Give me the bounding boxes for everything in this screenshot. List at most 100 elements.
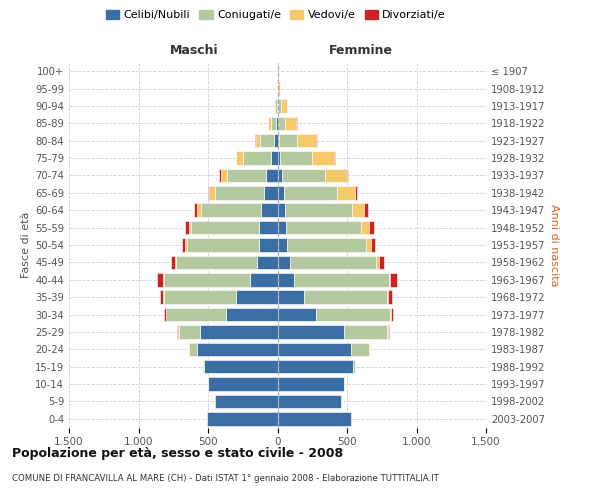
Bar bbox=[371, 238, 376, 252]
Bar bbox=[277, 412, 351, 426]
Bar bbox=[277, 378, 344, 391]
Bar bbox=[157, 273, 163, 286]
Bar bbox=[278, 82, 280, 96]
Bar bbox=[277, 290, 304, 304]
Bar bbox=[277, 325, 344, 338]
Bar bbox=[388, 325, 389, 338]
Bar bbox=[201, 204, 261, 217]
Bar bbox=[277, 99, 278, 112]
Bar bbox=[337, 186, 355, 200]
Bar bbox=[290, 256, 376, 269]
Bar bbox=[278, 116, 285, 130]
Bar bbox=[364, 204, 368, 217]
Bar bbox=[312, 152, 334, 165]
Bar bbox=[277, 342, 351, 356]
Bar bbox=[376, 256, 379, 269]
Bar bbox=[268, 116, 271, 130]
Bar bbox=[208, 186, 209, 200]
Bar bbox=[285, 116, 296, 130]
Text: Femmine: Femmine bbox=[329, 44, 393, 58]
Bar bbox=[285, 204, 352, 217]
Bar bbox=[369, 221, 374, 234]
Bar bbox=[255, 134, 256, 147]
Bar bbox=[316, 308, 390, 322]
Bar bbox=[277, 273, 294, 286]
Bar bbox=[166, 308, 226, 322]
Bar bbox=[274, 134, 277, 147]
Bar bbox=[219, 168, 221, 182]
Bar bbox=[236, 290, 277, 304]
Bar bbox=[208, 378, 277, 391]
Bar bbox=[182, 238, 185, 252]
Bar bbox=[175, 256, 176, 269]
Bar bbox=[160, 290, 163, 304]
Bar bbox=[261, 204, 277, 217]
Bar bbox=[215, 186, 263, 200]
Bar bbox=[277, 238, 287, 252]
Bar bbox=[277, 152, 280, 165]
Bar bbox=[277, 186, 284, 200]
Bar bbox=[191, 221, 259, 234]
Bar bbox=[325, 168, 347, 182]
Text: Popolazione per età, sesso e stato civile - 2008: Popolazione per età, sesso e stato civil… bbox=[12, 448, 343, 460]
Bar bbox=[185, 221, 188, 234]
Bar bbox=[277, 394, 341, 408]
Y-axis label: Fasce di età: Fasce di età bbox=[21, 212, 31, 278]
Bar bbox=[176, 256, 257, 269]
Bar bbox=[179, 325, 200, 338]
Y-axis label: Anni di nascita: Anni di nascita bbox=[549, 204, 559, 286]
Bar bbox=[188, 342, 197, 356]
Bar bbox=[379, 256, 384, 269]
Text: Maschi: Maschi bbox=[170, 44, 218, 58]
Bar bbox=[277, 204, 285, 217]
Bar bbox=[286, 221, 361, 234]
Bar bbox=[275, 99, 277, 112]
Bar bbox=[390, 273, 397, 286]
Bar bbox=[367, 238, 371, 252]
Bar bbox=[277, 256, 290, 269]
Bar bbox=[263, 186, 277, 200]
Bar bbox=[304, 290, 388, 304]
Bar bbox=[351, 342, 369, 356]
Bar bbox=[221, 168, 227, 182]
Bar bbox=[206, 412, 277, 426]
Legend: Celibi/Nubili, Coniugati/e, Vedovi/e, Divorziati/e: Celibi/Nubili, Coniugati/e, Vedovi/e, Di… bbox=[101, 6, 451, 25]
Bar bbox=[163, 273, 164, 286]
Bar bbox=[256, 134, 260, 147]
Bar bbox=[361, 221, 369, 234]
Bar bbox=[276, 116, 277, 130]
Bar bbox=[257, 256, 277, 269]
Bar bbox=[236, 152, 244, 165]
Bar bbox=[277, 308, 316, 322]
Bar bbox=[280, 152, 312, 165]
Bar bbox=[353, 360, 355, 374]
Bar bbox=[388, 290, 392, 304]
Bar bbox=[164, 290, 236, 304]
Bar bbox=[279, 134, 297, 147]
Text: COMUNE DI FRANCAVILLA AL MARE (CH) - Dati ISTAT 1° gennaio 2008 - Elaborazione T: COMUNE DI FRANCAVILLA AL MARE (CH) - Dat… bbox=[12, 474, 439, 483]
Bar bbox=[277, 221, 286, 234]
Bar bbox=[344, 325, 388, 338]
Bar bbox=[259, 238, 277, 252]
Bar bbox=[188, 221, 191, 234]
Bar bbox=[227, 168, 266, 182]
Bar bbox=[259, 221, 277, 234]
Bar bbox=[215, 394, 277, 408]
Bar bbox=[281, 99, 287, 112]
Bar bbox=[271, 152, 277, 165]
Bar bbox=[277, 360, 353, 374]
Bar bbox=[296, 116, 297, 130]
Bar bbox=[347, 168, 349, 182]
Bar bbox=[250, 273, 277, 286]
Bar bbox=[391, 308, 393, 322]
Bar bbox=[355, 186, 357, 200]
Bar bbox=[244, 152, 271, 165]
Bar bbox=[284, 186, 337, 200]
Bar bbox=[226, 308, 277, 322]
Bar bbox=[204, 360, 277, 374]
Bar bbox=[277, 116, 278, 130]
Bar bbox=[294, 273, 389, 286]
Bar bbox=[209, 186, 215, 200]
Bar bbox=[274, 99, 275, 112]
Bar bbox=[200, 325, 277, 338]
